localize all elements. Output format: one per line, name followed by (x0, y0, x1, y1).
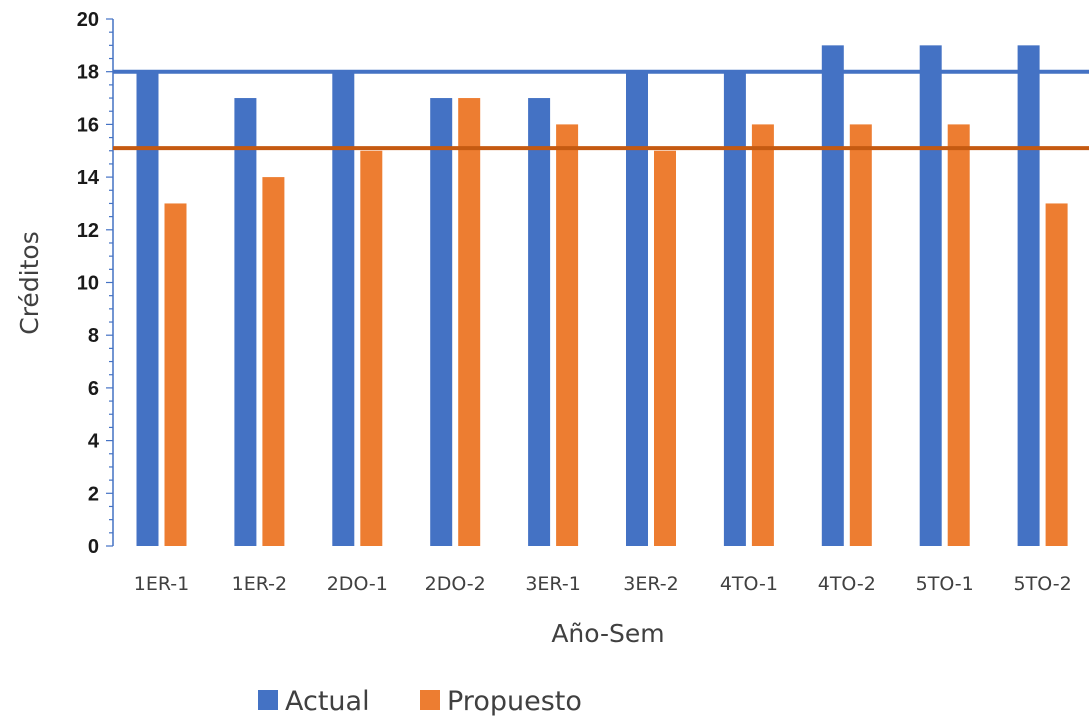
bar-propuesto-1er-1 (164, 203, 187, 546)
bar-actual-4to-2 (821, 45, 844, 546)
y-tick-label: 8 (88, 325, 99, 347)
y-axis-title: Créditos (15, 231, 44, 335)
x-tick-label: 5TO-2 (1014, 573, 1072, 595)
x-axis-tick-labels: 1ER-1 1ER-2 2DO-1 2DO-2 3ER-1 3ER-2 4TO-1 4TO-2… (134, 573, 1072, 595)
bar-propuesto-4to-1 (751, 124, 774, 547)
y-axis: 0 2 4 6 8 10 12 14 16 18 20 (77, 9, 114, 558)
bar-actual-3er-1 (528, 98, 551, 547)
y-tick-label: 2 (88, 483, 99, 505)
bar-actual-3er-2 (626, 71, 648, 546)
y-tick-label: 6 (88, 378, 99, 400)
y-tick-label: 0 (88, 536, 99, 558)
bar-actual-4to-1 (723, 71, 746, 546)
legend-swatch-actual (258, 690, 278, 710)
bar-propuesto-1er-2 (262, 177, 285, 546)
x-tick-label: 4TO-1 (720, 573, 778, 595)
legend-label-propuesto: Propuesto (447, 686, 582, 717)
bar-actual-1er-1 (136, 71, 159, 546)
y-tick-label: 4 (88, 431, 100, 453)
y-tick-label: 12 (77, 220, 99, 242)
x-tick-label: 2DO-1 (327, 573, 388, 595)
x-axis-title: Año-Sem (551, 619, 664, 648)
bar-propuesto-3er-2 (654, 150, 676, 546)
bar-propuesto-4to-2 (849, 124, 872, 547)
x-tick-label: 4TO-2 (818, 573, 876, 595)
x-tick-label: 3ER-2 (623, 573, 678, 595)
bars (136, 45, 1068, 547)
x-tick-label: 3ER-1 (525, 573, 580, 595)
y-tick-label: 20 (77, 9, 99, 31)
x-tick-label: 1ER-1 (134, 573, 189, 595)
x-tick-label: 1ER-2 (232, 573, 287, 595)
legend: Actual Propuesto (258, 686, 582, 717)
bar-actual-2do-1 (332, 71, 355, 546)
bar-actual-5to-1 (919, 45, 942, 546)
bar-actual-2do-2 (430, 98, 453, 547)
bar-actual-5to-2 (1017, 45, 1040, 546)
x-tick-label: 5TO-1 (916, 573, 974, 595)
bar-propuesto-5to-1 (947, 124, 970, 547)
y-tick-label: 16 (77, 114, 99, 136)
bar-propuesto-5to-2 (1045, 203, 1068, 546)
bar-propuesto-2do-2 (458, 98, 481, 547)
reference-lines (113, 69, 1089, 151)
legend-swatch-propuesto (420, 690, 440, 710)
bar-propuesto-2do-1 (360, 150, 383, 546)
y-tick-label: 18 (77, 62, 99, 84)
y-tick-label: 10 (77, 273, 99, 295)
legend-label-actual: Actual (285, 686, 370, 717)
bar-propuesto-3er-1 (556, 124, 579, 547)
bar-actual-1er-2 (234, 98, 257, 547)
x-tick-label: 2DO-2 (425, 573, 486, 595)
y-tick-label: 14 (77, 167, 100, 189)
